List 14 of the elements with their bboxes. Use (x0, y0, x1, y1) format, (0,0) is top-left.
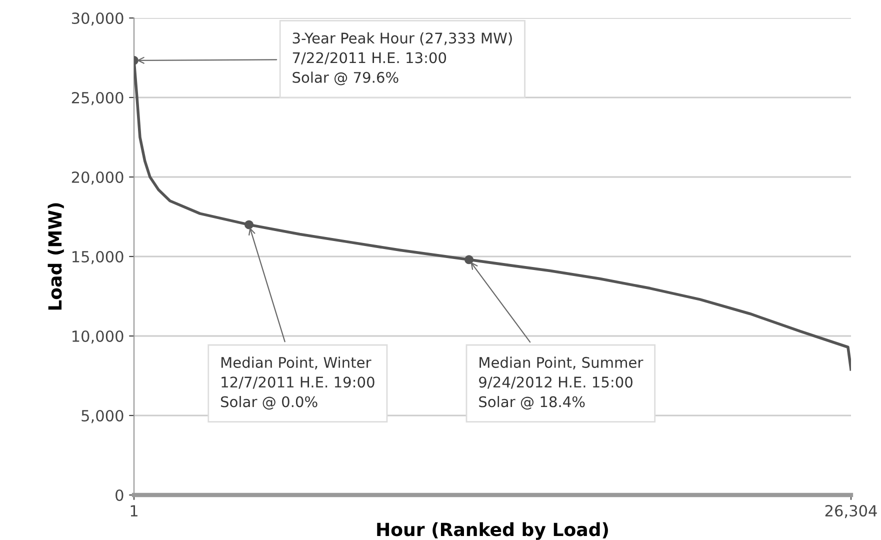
x-tick-label: 26,304 (825, 504, 877, 518)
y-tick-label: 10,000 (72, 330, 124, 344)
annotation: Median Point, Winter 12/7/2011 H.E. 19:00 Solar @ 0.0% (221, 356, 374, 410)
y-tick-label: 30,000 (72, 12, 124, 26)
y-tick-label: 15,000 (72, 250, 124, 264)
x-axis-title: Hour (Ranked by Load) (377, 522, 608, 540)
x-tick-label: 1 (130, 505, 138, 516)
annotation: 3-Year Peak Hour (27,333 MW) 7/22/2011 H.E. 13:00 Solar @ 79.6% (292, 32, 512, 86)
y-tick-label: 0 (116, 489, 124, 502)
y-tick-label: 20,000 (72, 171, 124, 185)
y-tick-label: 25,000 (72, 92, 124, 106)
annotation: Median Point, Summer 9/24/2012 H.E. 15:00 Solar @ 18.4% (479, 356, 644, 410)
y-tick-label: 5,000 (82, 410, 124, 424)
y-axis-title: Load (MW) (48, 203, 64, 310)
